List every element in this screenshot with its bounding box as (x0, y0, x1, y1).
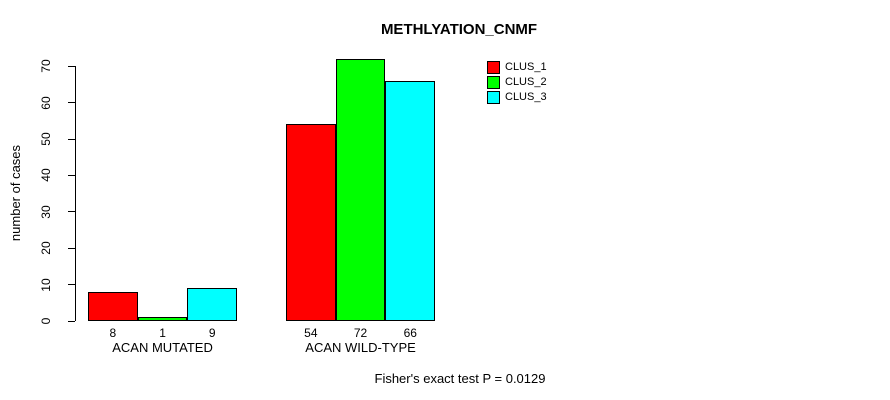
bar-value-label: 66 (403, 326, 417, 340)
legend-label: CLUS_3 (505, 91, 547, 103)
y-tick-mark (68, 174, 75, 176)
stat-test-annotation: Fisher's exact test P = 0.0129 (374, 371, 546, 386)
y-tick-label: 30 (39, 205, 53, 219)
y-tick-mark (68, 247, 75, 249)
legend-item-clus-2: CLUS_2 (487, 75, 547, 89)
legend-item-clus-3: CLUS_3 (487, 90, 547, 104)
category-label-acan-mutated: ACAN MUTATED (112, 340, 213, 355)
bar-value-label: 72 (353, 326, 368, 340)
bar-value-label: 54 (304, 326, 318, 340)
y-tick-label: 40 (39, 168, 53, 183)
y-axis-line (75, 66, 76, 321)
y-tick-mark (68, 320, 75, 322)
y-tick-label: 10 (39, 277, 53, 292)
bar-clus-3-group-1 (187, 288, 238, 321)
legend: CLUS_1 CLUS_2 CLUS_3 (487, 60, 547, 105)
y-tick-mark (68, 284, 75, 286)
bar-clus-3-group-2 (385, 80, 436, 321)
y-tick-label: 0 (39, 317, 53, 325)
y-tick-label: 20 (39, 241, 53, 255)
bar-clus-1-group-2 (286, 124, 336, 321)
legend-swatch-clus-3 (487, 90, 500, 104)
bar-value-label: 9 (208, 326, 216, 340)
chart-title: METHLYATION_CNMF (380, 21, 538, 38)
legend-swatch-clus-2 (487, 75, 500, 89)
bar-value-label: 1 (159, 326, 166, 340)
y-tick-mark (68, 211, 75, 213)
bar-clus-2-group-1 (137, 317, 188, 321)
y-tick-mark (68, 138, 75, 140)
y-tick-label: 70 (39, 59, 53, 73)
bar-clus-1-group-1 (88, 291, 138, 321)
y-tick-label: 60 (39, 95, 53, 110)
y-tick-mark (68, 65, 75, 67)
category-label-acan-wild-type: ACAN WILD-TYPE (305, 340, 416, 355)
legend-swatch-clus-1 (487, 60, 500, 74)
legend-item-clus-1: CLUS_1 (487, 60, 547, 74)
bar-clus-2-group-2 (335, 58, 386, 321)
y-axis-title: number of cases (8, 144, 23, 242)
bar-value-label: 8 (109, 326, 117, 340)
legend-label: CLUS_1 (505, 61, 547, 73)
y-tick-label: 50 (39, 132, 53, 146)
y-tick-mark (68, 102, 75, 104)
legend-label: CLUS_2 (505, 76, 547, 88)
